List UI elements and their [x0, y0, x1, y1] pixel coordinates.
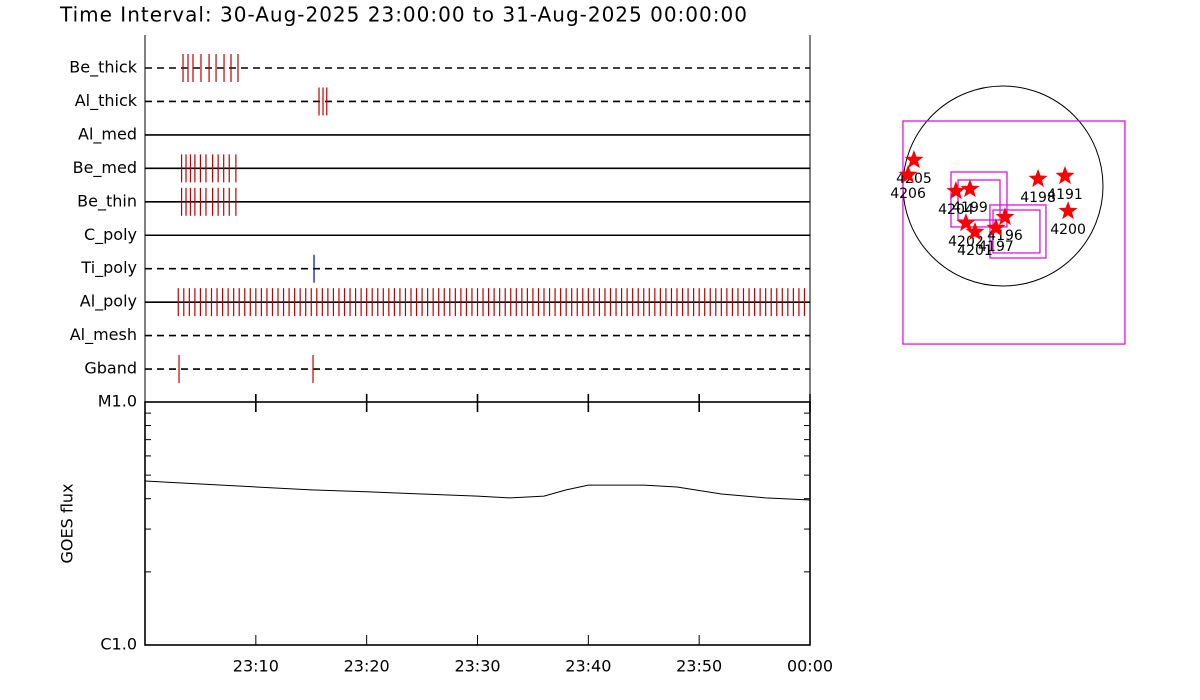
filter-label: Al_mesh: [70, 325, 137, 345]
region-star: [956, 213, 976, 232]
region-star: [960, 179, 980, 198]
y-tick-label: C1.0: [100, 635, 137, 654]
region-label: 4206: [890, 186, 926, 202]
x-tick-label: 23:30: [454, 657, 500, 676]
y-axis-label: GOES flux: [58, 483, 77, 563]
filter-label: Gband: [84, 359, 137, 378]
region-label: 4197: [978, 239, 1014, 255]
region-star: [1055, 166, 1075, 185]
plot-frame: [144, 401, 811, 646]
x-tick-label: 23:50: [676, 657, 722, 676]
region-label: 4191: [1047, 187, 1083, 203]
filter-label: Be_thin: [77, 191, 137, 211]
fov-box: [989, 204, 1047, 259]
solar-disk: [902, 85, 1104, 287]
region-label: 4199: [952, 200, 988, 216]
region-star: [898, 164, 918, 183]
filter-label: Al_poly: [80, 292, 137, 312]
region-label: 4204: [938, 202, 974, 218]
filter-label: Al_thick: [75, 91, 138, 111]
region-star: [946, 181, 966, 200]
fov-box: [957, 179, 1001, 221]
chart-title: Time Interval: 30-Aug-2025 23:00:00 to 3…: [59, 3, 748, 27]
region-label: 4200: [1050, 222, 1086, 238]
x-tick-label: 23:10: [233, 657, 279, 676]
region-label: 4198: [1020, 190, 1056, 206]
region-star: [1028, 168, 1048, 187]
region-star: [904, 150, 924, 169]
region-label: 4202: [948, 234, 984, 250]
filter-label: Be_thick: [69, 58, 137, 78]
x-tick-label: 00:00: [787, 657, 833, 676]
fov-box: [950, 171, 1008, 228]
y-tick-label: M1.0: [98, 392, 137, 411]
region-label: 4201: [957, 243, 993, 259]
filter-label: C_poly: [84, 225, 137, 245]
goes-curve: [144, 480, 811, 501]
region-star: [965, 222, 985, 241]
filter-label: Al_med: [78, 124, 137, 144]
filter-label: Ti_poly: [80, 258, 137, 278]
region-star: [1058, 201, 1078, 220]
fov-box: [902, 120, 1126, 345]
x-tick-label: 23:20: [344, 657, 390, 676]
region-star: [995, 207, 1015, 226]
x-tick-label: 23:40: [565, 657, 611, 676]
region-star: [986, 218, 1006, 237]
filter-label: Be_med: [73, 158, 137, 178]
